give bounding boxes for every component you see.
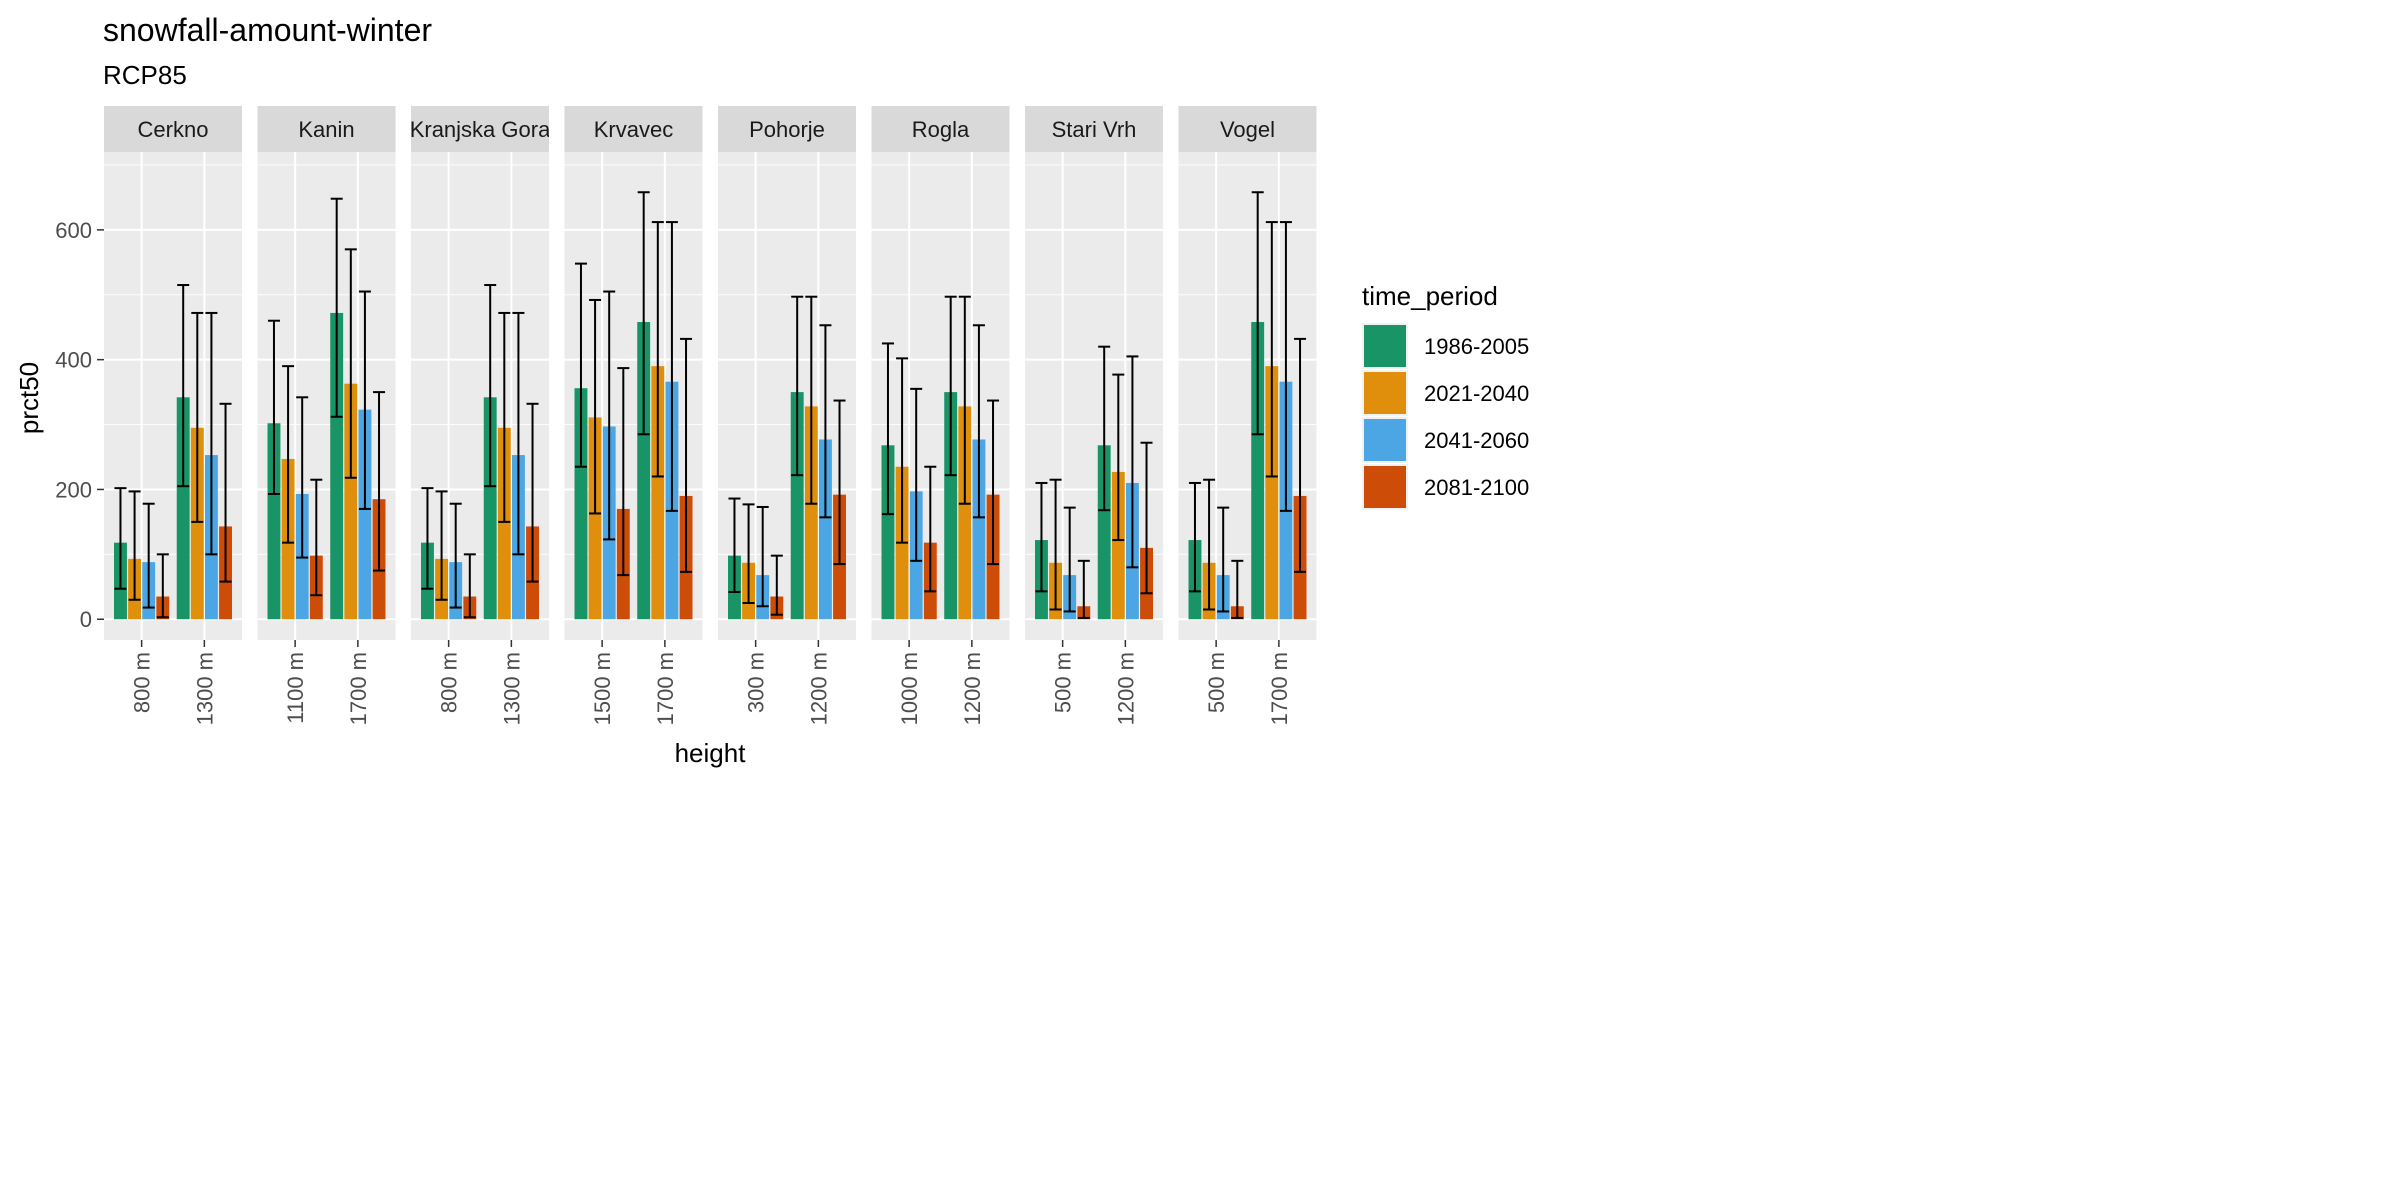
y-tick-label: 600 [55, 218, 92, 243]
bar [483, 397, 497, 620]
chart-subtitle: RCP85 [103, 60, 187, 90]
facet-label: Stari Vrh [1052, 117, 1137, 142]
bar [574, 388, 588, 620]
legend-entry-label: 2041-2060 [1424, 428, 1529, 453]
bar [497, 427, 511, 620]
x-tick-label: 800 m [437, 652, 462, 713]
facet-kanin: 1100 m 1700 m Kanin [257, 106, 396, 725]
facet-label: Vogel [1220, 117, 1275, 142]
x-tick-label: 1500 m [590, 652, 615, 725]
panel-background [257, 152, 396, 640]
y-tick-label: 400 [55, 348, 92, 373]
bar [1251, 322, 1265, 620]
x-tick-label: 300 m [744, 652, 769, 713]
bar [344, 383, 358, 620]
legend: time_period 1986-2005 2021-2040 2041-2060 2… [1362, 281, 1529, 510]
facet-krvavec: 1500 m 1700 m Krvavec [564, 106, 703, 725]
facet-strip [104, 106, 242, 152]
panel-background [564, 152, 703, 640]
panel-background [104, 152, 242, 640]
x-tick-label: 1200 m [806, 652, 831, 725]
bar [637, 322, 651, 620]
legend-title: time_period [1362, 281, 1498, 311]
y-axis-title: prct50 [14, 362, 44, 434]
facet-label: Pohorje [749, 117, 825, 142]
x-tick-label: 1200 m [960, 652, 985, 725]
bar [972, 439, 986, 620]
facet-label: Kanin [298, 117, 354, 142]
chart: snowfall-amount-winter RCP85 800 m 1300 m… [14, 12, 1529, 768]
bar [358, 409, 372, 620]
x-tick-label: 1200 m [1113, 652, 1138, 725]
facet-kranjska-gora: 800 m 1300 m Kranjska Gora [410, 106, 551, 725]
bar [1097, 445, 1111, 620]
x-tick-label: 500 m [1204, 652, 1229, 713]
facet-strip [871, 106, 1010, 152]
x-tick-label: 1700 m [346, 652, 371, 725]
chart-title: snowfall-amount-winter [103, 12, 432, 48]
bar [176, 397, 190, 620]
facet-label: Kranjska Gora [410, 117, 551, 142]
bar [944, 392, 958, 620]
legend-entry-label: 2021-2040 [1424, 381, 1529, 406]
x-tick-label: 1700 m [653, 652, 678, 725]
x-axis-title: height [675, 738, 747, 768]
facet-strip [411, 106, 549, 152]
x-tick-label: 1000 m [897, 652, 922, 725]
facet-strip [257, 106, 396, 152]
bar [1265, 366, 1279, 620]
y-tick-label: 0 [80, 607, 92, 632]
facet-stari-vrh: 500 m 1200 m Stari Vrh [1025, 106, 1163, 725]
y-axis: 0 200 400 600 [55, 218, 104, 632]
x-tick-label: 1300 m [499, 652, 524, 725]
bar [190, 427, 204, 620]
x-tick-label: 1300 m [192, 652, 217, 725]
bar [330, 312, 344, 620]
facet-rogla: 1000 m 1200 m Rogla [871, 106, 1010, 725]
facet-panels: 800 m 1300 m Cerkno 1100 m 1700 m Kanin 800 m 1… [104, 106, 1317, 725]
facet-label: Krvavec [594, 117, 673, 142]
facet-strip [1178, 106, 1317, 152]
y-tick-label: 200 [55, 477, 92, 502]
bar [958, 406, 972, 620]
facet-label: Cerkno [138, 117, 209, 142]
legend-swatch [1364, 325, 1406, 367]
facet-cerkno: 800 m 1300 m Cerkno [104, 106, 242, 725]
legend-entry-label: 2081-2100 [1424, 475, 1529, 500]
facet-vogel: 500 m 1700 m Vogel [1178, 106, 1317, 725]
panel-background [1178, 152, 1317, 640]
bar [790, 392, 804, 620]
x-tick-label: 1100 m [283, 652, 308, 724]
bar [1111, 471, 1125, 620]
legend-entry-label: 1986-2005 [1424, 334, 1529, 359]
panel-background [411, 152, 549, 640]
x-tick-label: 500 m [1051, 652, 1076, 713]
x-tick-label: 800 m [130, 652, 155, 713]
facet-pohorje: 300 m 1200 m Pohorje [718, 106, 856, 725]
bar [588, 417, 602, 620]
bar [818, 439, 832, 620]
bar [881, 445, 895, 620]
legend-swatch [1364, 372, 1406, 414]
panel-background [871, 152, 1010, 640]
facet-strip [564, 106, 703, 152]
panel-background [1025, 152, 1163, 640]
facet-label: Rogla [912, 117, 970, 142]
panel-background [718, 152, 856, 640]
bar [804, 406, 818, 620]
legend-swatch [1364, 419, 1406, 461]
facet-strip [1025, 106, 1163, 152]
facet-strip [718, 106, 856, 152]
bar [651, 366, 665, 620]
x-tick-label: 1700 m [1267, 652, 1292, 725]
bar [267, 423, 281, 620]
legend-swatch [1364, 466, 1406, 508]
